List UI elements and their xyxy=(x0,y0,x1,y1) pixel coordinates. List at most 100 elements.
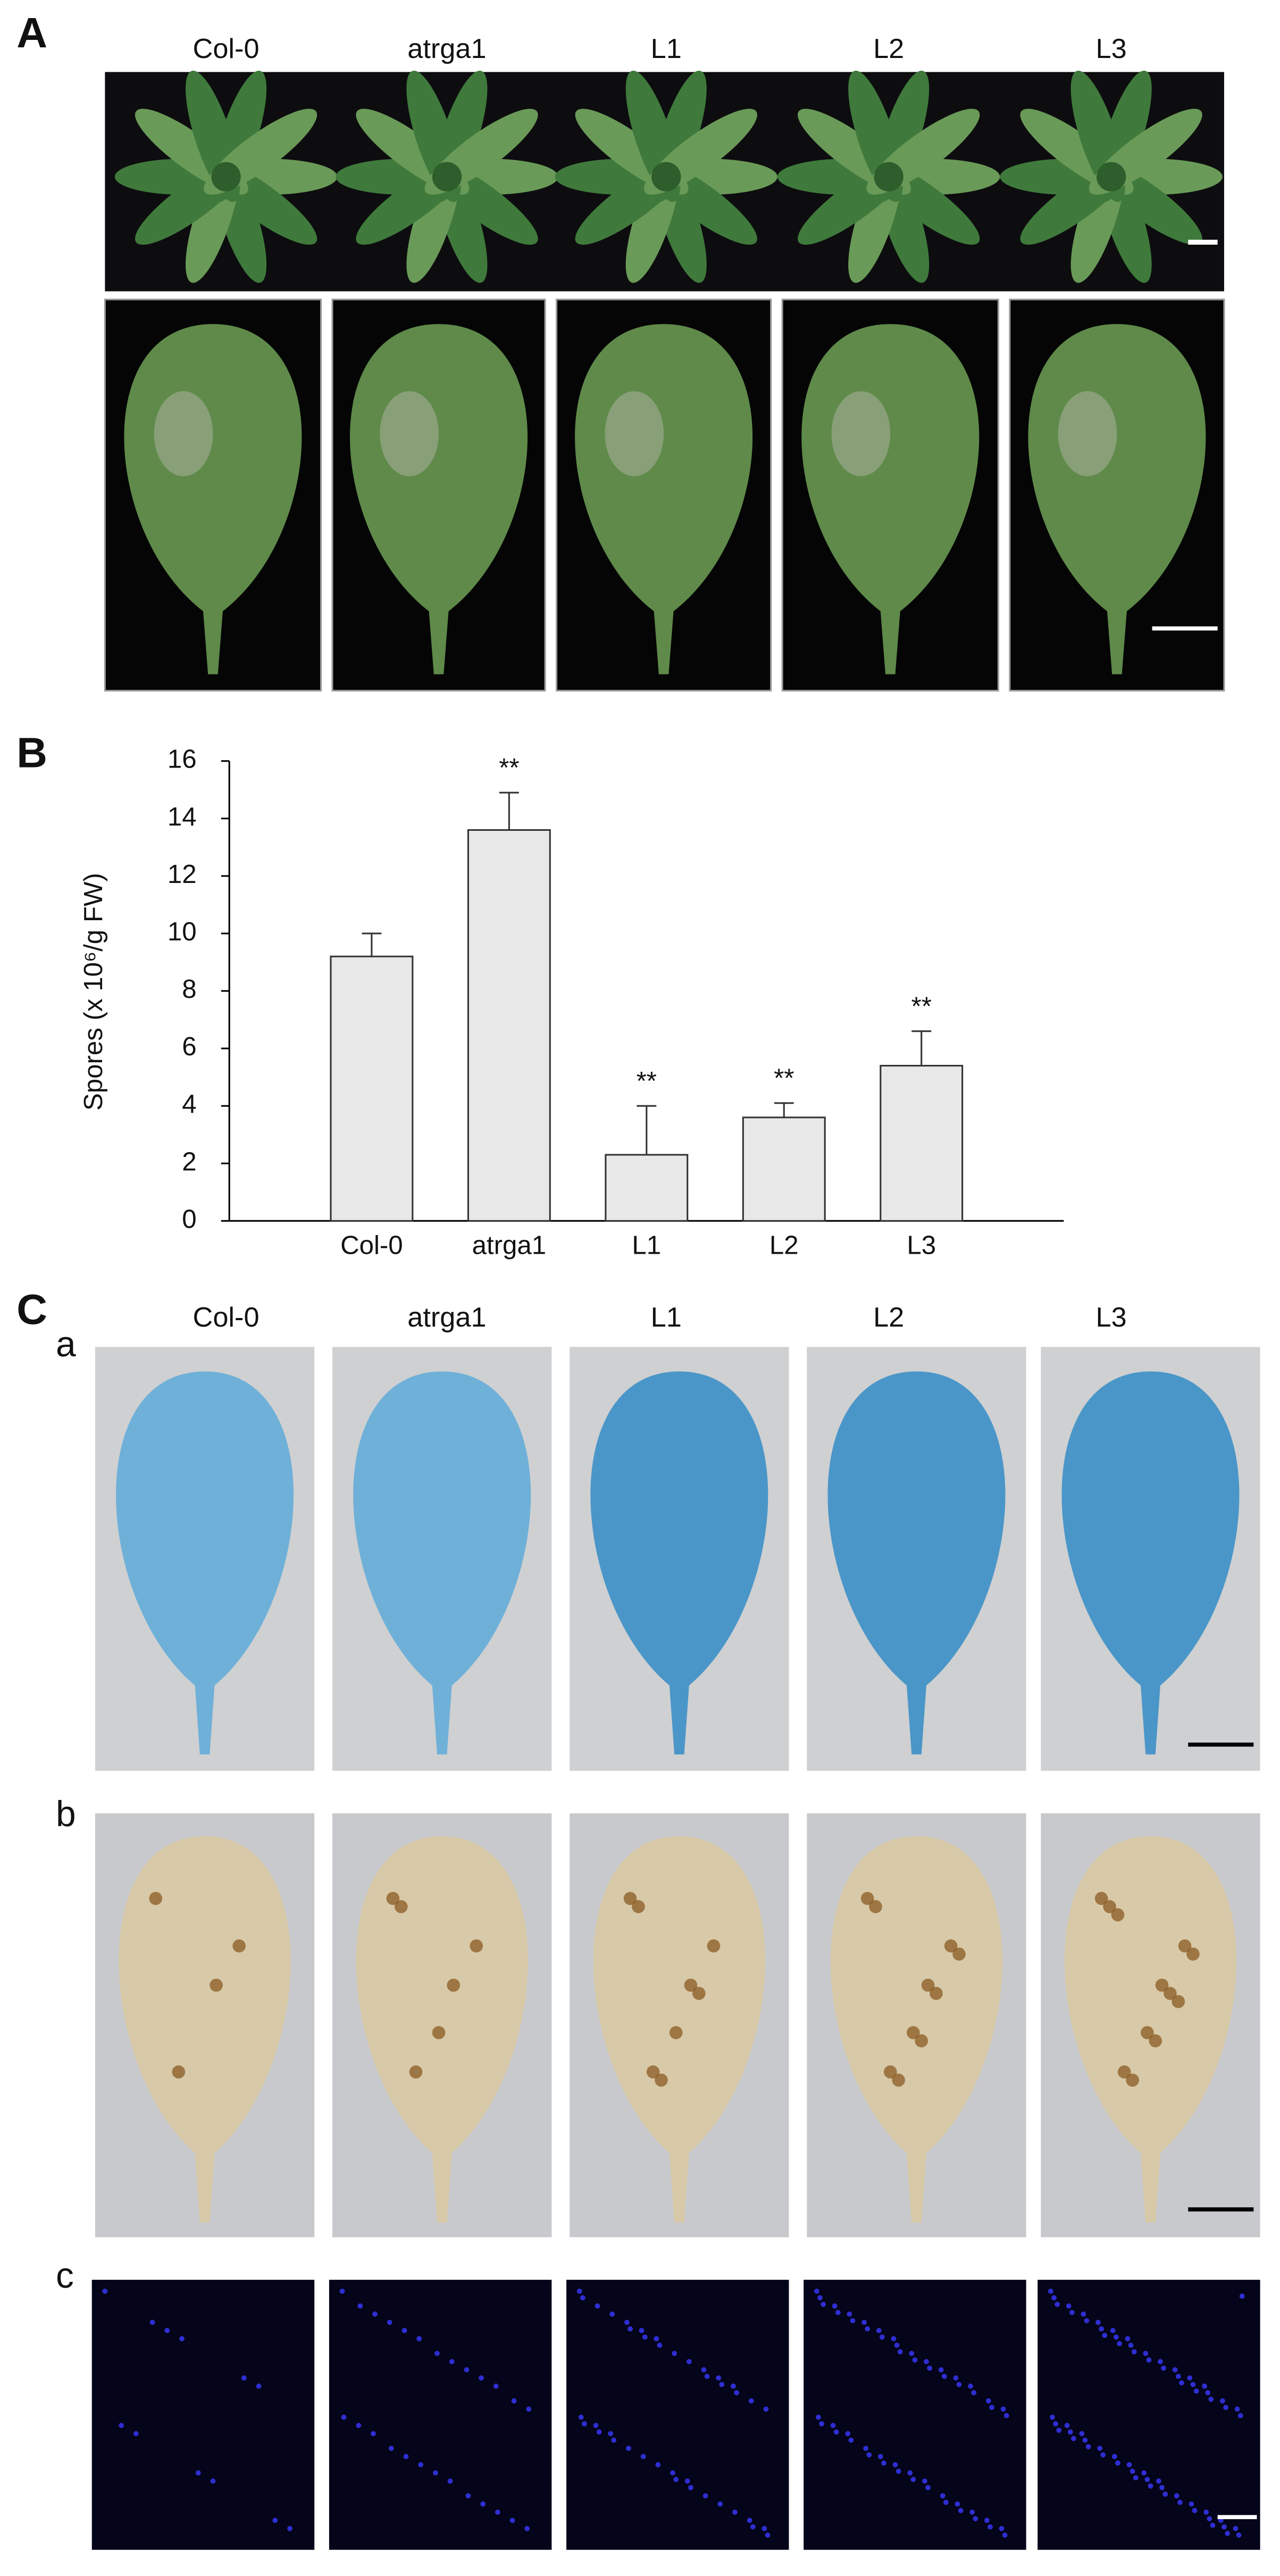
callose-dot xyxy=(1192,2508,1198,2513)
callose-dot xyxy=(608,2431,614,2437)
callose-dot xyxy=(953,2375,959,2381)
callose-dot xyxy=(925,2485,931,2490)
callose-dot xyxy=(403,2454,409,2460)
callose-dot xyxy=(988,2524,993,2530)
callose-dot xyxy=(1133,2475,1139,2481)
stained-leaf xyxy=(353,1371,531,1755)
callose-dot xyxy=(480,2501,486,2507)
callose-dot xyxy=(1049,2414,1055,2420)
y-tick-label: 0 xyxy=(182,1204,196,1233)
dab-spot xyxy=(1094,1891,1108,1905)
dab-spot xyxy=(869,1900,882,1913)
callose-dot xyxy=(1208,2396,1214,2402)
callose-dot xyxy=(356,2423,362,2428)
callose-dot xyxy=(762,2525,767,2531)
dab-spot xyxy=(149,1891,163,1905)
callose-photo xyxy=(91,2280,315,2550)
callose-dot xyxy=(924,2359,929,2364)
callose-dot xyxy=(387,2320,392,2325)
callose-dot xyxy=(1095,2320,1101,2325)
callose-dot xyxy=(750,2524,756,2530)
callose-dot xyxy=(1003,2413,1009,2419)
rosette-center xyxy=(1096,162,1126,191)
callose-dot xyxy=(968,2383,973,2389)
callose-dot xyxy=(1156,2478,1161,2484)
callose-dot xyxy=(815,2414,821,2420)
callose-dot xyxy=(1236,2532,1242,2538)
callose-dot xyxy=(881,2460,886,2466)
dab-spot xyxy=(1186,1947,1200,1961)
callose-dot xyxy=(1000,2406,1006,2412)
callose-dot xyxy=(609,2311,615,2317)
callose-dot xyxy=(1148,2483,1153,2489)
callose-dot xyxy=(1066,2303,1072,2309)
callose-dot xyxy=(339,2288,345,2294)
callose-dot xyxy=(595,2303,600,2309)
callose-dot xyxy=(748,2398,754,2404)
dab-spot xyxy=(892,2073,905,2087)
callose-dot xyxy=(877,2454,883,2460)
callose-dot xyxy=(732,2510,738,2515)
callose-dot xyxy=(845,2431,851,2437)
lesion xyxy=(154,391,213,477)
callose-dot xyxy=(1219,2398,1225,2404)
callose-dot xyxy=(1159,2485,1165,2490)
callose-dot xyxy=(509,2517,515,2523)
dab-spot xyxy=(907,2026,920,2039)
dab-spot xyxy=(394,1900,408,1913)
y-tick-label: 12 xyxy=(168,860,197,889)
dab-spot xyxy=(1172,1995,1185,2008)
callose-dot xyxy=(511,2398,517,2404)
callose-dot xyxy=(747,2517,752,2523)
callose-dot xyxy=(578,2414,584,2420)
callose-dot xyxy=(1141,2470,1147,2476)
callose-dot xyxy=(465,2493,471,2499)
callose-dot xyxy=(640,2454,646,2460)
callose-dot xyxy=(401,2328,407,2333)
callose-dot xyxy=(593,2423,599,2428)
callose-dot xyxy=(1053,2421,1058,2427)
rosette-center xyxy=(874,162,903,191)
dab-spot xyxy=(1141,2026,1154,2039)
dab-spot xyxy=(1149,2034,1162,2048)
row-label: b xyxy=(56,1794,76,1834)
callose-dot xyxy=(879,2334,885,2340)
callose-dot xyxy=(833,2429,839,2435)
column-label: L2 xyxy=(873,34,904,64)
callose-dot xyxy=(341,2414,347,2420)
callose-dot xyxy=(1193,2388,1199,2394)
significance: ** xyxy=(774,1064,794,1093)
callose-dot xyxy=(655,2462,661,2467)
callose-dot xyxy=(432,2470,438,2476)
dab-spot xyxy=(432,2026,446,2039)
callose-dot xyxy=(717,2501,723,2507)
callose-dot xyxy=(580,2295,585,2300)
column-label: atrga1 xyxy=(407,1302,486,1333)
callose-dot xyxy=(922,2478,927,2484)
callose-dot xyxy=(642,2334,648,2340)
dab-spot xyxy=(210,1978,223,1992)
y-tick-label: 2 xyxy=(182,1147,196,1176)
callose-dot xyxy=(1162,2491,1168,2497)
callose-dot xyxy=(969,2510,975,2515)
bar xyxy=(605,1154,689,1222)
callose-dot xyxy=(1100,2452,1106,2458)
callose-photo xyxy=(329,2280,552,2550)
callose-dot xyxy=(372,2311,378,2317)
callose-dot xyxy=(1131,2349,1137,2355)
panel-label: C xyxy=(16,1286,47,1333)
callose-dot xyxy=(941,2373,947,2379)
dab-spot xyxy=(1111,1908,1125,1922)
column-label: L1 xyxy=(651,34,682,64)
callose-dot xyxy=(464,2367,470,2373)
y-tick-label: 10 xyxy=(168,917,197,946)
callose-dot xyxy=(814,2288,819,2294)
dab-spot xyxy=(707,1939,721,1953)
callose-dot xyxy=(832,2303,838,2309)
callose-dot xyxy=(861,2320,867,2325)
callose-dot xyxy=(1099,2326,1105,2332)
callose-dot xyxy=(1111,2454,1117,2460)
dab-spot xyxy=(1178,1939,1192,1953)
